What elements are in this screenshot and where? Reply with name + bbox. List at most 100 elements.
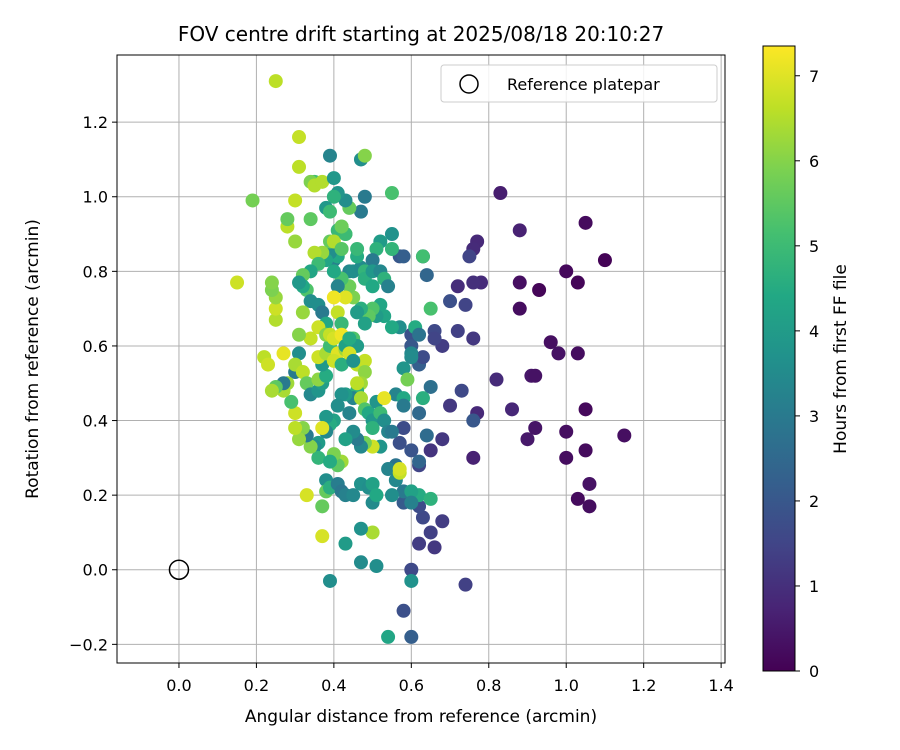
data-point xyxy=(570,346,585,361)
data-point xyxy=(377,391,392,406)
data-point xyxy=(423,525,438,540)
data-point xyxy=(315,305,330,320)
plot-border xyxy=(116,54,726,664)
data-point xyxy=(415,510,430,525)
data-point xyxy=(353,555,368,570)
data-point xyxy=(384,241,399,256)
data-point xyxy=(357,316,372,331)
colorbar-tick-label: 0 xyxy=(809,662,819,681)
y-tick-label: 1.2 xyxy=(83,113,108,132)
data-point xyxy=(520,432,535,447)
data-point xyxy=(435,514,450,529)
data-point xyxy=(295,305,310,320)
data-point xyxy=(381,279,396,294)
data-point xyxy=(288,193,303,208)
data-point xyxy=(334,387,349,402)
data-point xyxy=(559,450,574,465)
data-point xyxy=(443,398,458,413)
data-point xyxy=(396,603,411,618)
data-point xyxy=(450,279,465,294)
data-point xyxy=(543,335,558,350)
data-point xyxy=(292,432,307,447)
data-point xyxy=(342,331,357,346)
data-point xyxy=(322,454,337,469)
data-point xyxy=(419,268,434,283)
data-point xyxy=(427,540,442,555)
data-point xyxy=(334,241,349,256)
data-point xyxy=(342,406,357,421)
data-point xyxy=(365,476,380,491)
colorbar-tick-label: 7 xyxy=(809,67,819,86)
legend: Reference platepar xyxy=(440,64,718,103)
data-point xyxy=(466,275,481,290)
x-tick-label: 0.6 xyxy=(399,676,424,695)
data-point xyxy=(423,443,438,458)
data-point xyxy=(315,529,330,544)
data-point xyxy=(404,484,419,499)
data-point xyxy=(303,331,318,346)
data-point xyxy=(412,327,427,342)
colorbar-tick-label: 5 xyxy=(809,237,819,256)
data-point xyxy=(261,357,276,372)
x-tick-label: 1.2 xyxy=(631,676,656,695)
scatter-points xyxy=(168,74,632,644)
data-point xyxy=(396,398,411,413)
data-point xyxy=(404,350,419,365)
data-point xyxy=(338,290,353,305)
data-point xyxy=(292,130,307,145)
data-point xyxy=(280,212,295,227)
data-point xyxy=(435,432,450,447)
data-point xyxy=(384,424,399,439)
colorbar-tick-label: 4 xyxy=(809,322,819,341)
data-point xyxy=(423,379,438,394)
data-point xyxy=(353,204,368,219)
data-point xyxy=(400,372,415,387)
data-point xyxy=(295,365,310,380)
data-point xyxy=(512,301,527,316)
data-point xyxy=(505,402,520,417)
data-point xyxy=(384,186,399,201)
data-point xyxy=(264,275,279,290)
data-point xyxy=(450,324,465,339)
data-point xyxy=(326,189,341,204)
data-point xyxy=(268,301,283,316)
data-point xyxy=(326,171,341,186)
data-point xyxy=(311,450,326,465)
colorbar-ticks: 0 1 2 3 4 5 6 7 xyxy=(795,67,819,681)
data-point xyxy=(346,488,361,503)
data-point xyxy=(338,536,353,551)
data-point xyxy=(528,421,543,436)
data-point xyxy=(466,450,481,465)
data-point xyxy=(384,227,399,242)
data-point xyxy=(357,365,372,380)
y-axis-label: Rotation from reference (arcmin) xyxy=(23,219,43,499)
data-point xyxy=(334,357,349,372)
data-point xyxy=(570,275,585,290)
data-point xyxy=(582,499,597,514)
x-tick-label: 1.4 xyxy=(708,676,733,695)
data-point xyxy=(268,312,283,327)
y-tick-label: 0.0 xyxy=(83,561,108,580)
data-point xyxy=(415,350,430,365)
data-point xyxy=(303,212,318,227)
data-point xyxy=(365,253,380,268)
y-tick-label: 1.0 xyxy=(83,188,108,207)
data-point xyxy=(299,376,314,391)
data-point xyxy=(292,327,307,342)
data-point xyxy=(384,320,399,335)
data-point xyxy=(357,189,372,204)
data-point xyxy=(350,376,365,391)
data-point xyxy=(338,432,353,447)
data-point xyxy=(404,562,419,577)
data-point xyxy=(412,536,427,551)
data-point xyxy=(559,264,574,279)
legend-reference-marker xyxy=(459,74,479,94)
data-point xyxy=(268,74,283,89)
chart-title: FOV centre drift starting at 2025/08/18 … xyxy=(178,22,664,46)
data-point xyxy=(551,346,566,361)
data-point xyxy=(493,186,508,201)
colorbar-tick-label: 2 xyxy=(809,492,819,511)
data-point xyxy=(396,421,411,436)
reference-platepar-marker xyxy=(168,559,190,580)
data-point xyxy=(454,383,469,398)
